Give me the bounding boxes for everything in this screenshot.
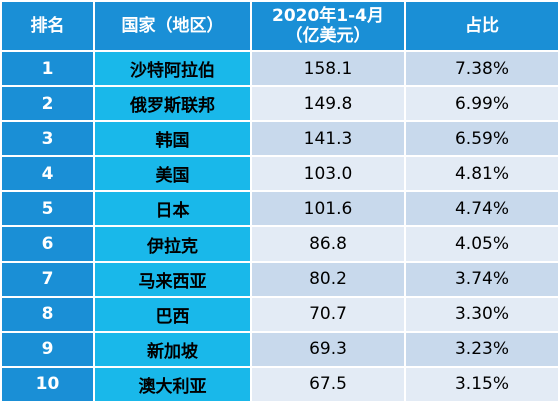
amount-cell: 80.2 (250, 260, 406, 298)
header-country: 国家（地区） (93, 0, 252, 52)
table-row: 3 韩国 141.3 6.59% (0, 120, 558, 158)
amount-cell: 103.0 (250, 155, 406, 193)
amount-cell: 141.3 (250, 120, 406, 158)
country-cell: 沙特阿拉伯 (93, 49, 252, 88)
rank-cell: 1 (0, 49, 95, 88)
rank-cell: 9 (0, 330, 95, 368)
rank-cell: 2 (0, 85, 95, 123)
rank-cell: 8 (0, 295, 95, 333)
country-cell: 韩国 (93, 120, 252, 158)
table-row: 6 伊拉克 86.8 4.05% (0, 225, 558, 263)
table-row: 4 美国 103.0 4.81% (0, 155, 558, 193)
share-cell: 4.74% (404, 190, 558, 228)
rank-cell: 5 (0, 190, 95, 228)
country-cell: 巴西 (93, 295, 252, 333)
country-cell: 俄罗斯联邦 (93, 85, 252, 123)
table-row: 9 新加坡 69.3 3.23% (0, 330, 558, 368)
amount-cell: 158.1 (250, 49, 406, 88)
share-cell: 3.74% (404, 260, 558, 298)
table-body: 1 沙特阿拉伯 158.1 7.38% 2 俄罗斯联邦 149.8 6.99% … (0, 49, 558, 403)
header-amount-period: 2020年1-4月 (271, 6, 385, 26)
amount-cell: 69.3 (250, 330, 406, 368)
share-cell: 3.15% (404, 365, 558, 403)
header-amount: 2020年1-4月 （亿美元） (250, 0, 406, 52)
table-row: 8 巴西 70.7 3.30% (0, 295, 558, 333)
amount-cell: 70.7 (250, 295, 406, 333)
header-rank: 排名 (0, 0, 95, 52)
table-row: 5 日本 101.6 4.74% (0, 190, 558, 228)
table-row: 1 沙特阿拉伯 158.1 7.38% (0, 49, 558, 88)
rank-cell: 6 (0, 225, 95, 263)
rank-cell: 10 (0, 365, 95, 403)
amount-cell: 67.5 (250, 365, 406, 403)
rank-cell: 7 (0, 260, 95, 298)
table-header: 排名 国家（地区） 2020年1-4月 （亿美元） 占比 (0, 0, 558, 52)
country-cell: 马来西亚 (93, 260, 252, 298)
share-cell: 3.30% (404, 295, 558, 333)
rank-cell: 3 (0, 120, 95, 158)
share-cell: 6.59% (404, 120, 558, 158)
share-cell: 6.99% (404, 85, 558, 123)
header-share: 占比 (404, 0, 558, 52)
header-row: 排名 国家（地区） 2020年1-4月 （亿美元） 占比 (0, 0, 558, 52)
table-row: 2 俄罗斯联邦 149.8 6.99% (0, 85, 558, 123)
amount-cell: 101.6 (250, 190, 406, 228)
country-cell: 澳大利亚 (93, 365, 252, 403)
country-cell: 美国 (93, 155, 252, 193)
share-cell: 4.05% (404, 225, 558, 263)
country-cell: 新加坡 (93, 330, 252, 368)
share-cell: 3.23% (404, 330, 558, 368)
header-amount-unit: （亿美元） (285, 26, 371, 46)
table-row: 10 澳大利亚 67.5 3.15% (0, 365, 558, 403)
rank-cell: 4 (0, 155, 95, 193)
country-cell: 伊拉克 (93, 225, 252, 263)
share-cell: 4.81% (404, 155, 558, 193)
amount-cell: 149.8 (250, 85, 406, 123)
table-row: 7 马来西亚 80.2 3.74% (0, 260, 558, 298)
country-cell: 日本 (93, 190, 252, 228)
amount-cell: 86.8 (250, 225, 406, 263)
share-cell: 7.38% (404, 49, 558, 88)
